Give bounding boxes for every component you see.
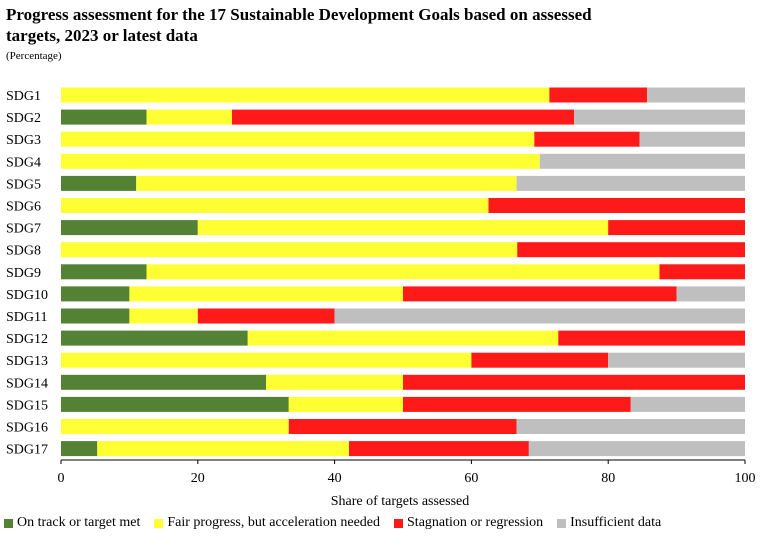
category-label-sdg13: SDG13 <box>6 354 48 369</box>
bar-sdg17-series-1 <box>97 441 349 457</box>
category-label-sdg16: SDG16 <box>6 421 48 436</box>
bar-sdg4-series-3 <box>539 153 745 169</box>
bar-sdg12-series-2 <box>558 330 745 346</box>
bar-sdg11-series-1 <box>129 308 198 324</box>
bar-sdg14-series-2 <box>403 374 745 390</box>
legend-label-stagnation: Stagnation or regression <box>407 515 544 530</box>
legend-swatch-on-track <box>4 518 13 528</box>
bar-sdg1-series-3 <box>647 87 745 103</box>
chart-subtitle: (Percentage) <box>6 50 62 62</box>
category-label-sdg6: SDG6 <box>6 200 41 215</box>
bar-sdg15-series-3 <box>630 396 745 412</box>
legend-label-fair-progress: Fair progress, but acceleration needed <box>167 515 381 530</box>
category-label-sdg10: SDG10 <box>6 288 48 303</box>
category-label-sdg2: SDG2 <box>6 111 41 126</box>
bar-sdg15-series-2 <box>403 396 631 412</box>
category-label-sdg4: SDG4 <box>6 155 41 170</box>
bar-sdg11-series-3 <box>334 308 745 324</box>
bar-sdg10-series-1 <box>129 286 403 302</box>
category-label-sdg15: SDG15 <box>6 398 48 413</box>
legend-item-insufficient-data: Insufficient data <box>557 515 661 531</box>
stacked-bar-chart: SDG1 SDG2 SDG3 SDG4 SDG5 SDG6 SDG7 SDG8 SDG9 SDG1… <box>6 87 756 509</box>
bar-sdg2-series-1 <box>146 109 232 125</box>
bar-sdg11-series-2 <box>197 308 335 324</box>
bar-sdg14-series-0 <box>61 374 267 390</box>
category-label-sdg1: SDG1 <box>6 89 41 104</box>
x-axis: 0 20 40 60 80 100 <box>58 459 756 486</box>
bar-sdg5-series-3 <box>516 175 745 191</box>
bars-group <box>61 87 745 457</box>
x-tick-label-0: 0 <box>58 471 65 486</box>
bar-sdg12-series-1 <box>247 330 559 346</box>
bar-sdg5-series-1 <box>136 175 517 191</box>
bar-sdg15-series-1 <box>288 396 403 412</box>
bar-sdg16-series-3 <box>516 419 745 434</box>
bar-sdg2-series-0 <box>61 109 147 125</box>
legend-label-insufficient-data: Insufficient data <box>570 515 662 530</box>
legend-swatch-fair-progress <box>154 518 164 528</box>
bar-sdg13-series-2 <box>471 352 609 368</box>
bar-sdg16-series-1 <box>61 419 289 434</box>
x-tick-label-60: 60 <box>464 471 478 486</box>
bar-sdg4-series-1 <box>61 153 540 169</box>
bar-sdg3-series-1 <box>61 131 535 147</box>
category-label-sdg3: SDG3 <box>6 133 41 148</box>
bar-sdg2-series-3 <box>574 109 745 125</box>
category-label-sdg14: SDG14 <box>6 376 48 391</box>
legend-swatch-insufficient-data <box>557 518 567 528</box>
bar-sdg17-series-3 <box>528 441 745 457</box>
bar-sdg6-series-2 <box>488 198 745 213</box>
category-label-sdg17: SDG17 <box>6 443 48 458</box>
bar-sdg13-series-3 <box>608 352 745 368</box>
category-label-sdg5: SDG5 <box>6 177 41 192</box>
bar-sdg15-series-0 <box>61 396 289 412</box>
bar-sdg6-series-1 <box>61 198 489 213</box>
bar-sdg17-series-0 <box>61 441 98 457</box>
bar-sdg13-series-1 <box>61 352 472 368</box>
x-axis-label: Share of targets assessed <box>331 494 470 509</box>
bar-sdg16-series-2 <box>288 419 517 434</box>
legend-swatch-stagnation <box>394 518 404 528</box>
bar-sdg14-series-1 <box>266 374 403 390</box>
bar-sdg9-series-0 <box>61 264 147 280</box>
chart-title: Progress assessment for the 17 Sustainab… <box>6 5 592 45</box>
bar-sdg5-series-0 <box>61 175 137 191</box>
category-label-sdg9: SDG9 <box>6 266 41 281</box>
bar-sdg10-series-0 <box>61 286 130 302</box>
x-tick-label-100: 100 <box>735 471 756 486</box>
bar-sdg9-series-2 <box>659 264 745 280</box>
legend-item-stagnation: Stagnation or regression <box>394 515 543 531</box>
bar-sdg1-series-2 <box>549 87 648 103</box>
category-label-sdg7: SDG7 <box>6 222 41 237</box>
bar-sdg7-series-2 <box>608 220 745 236</box>
category-labels-group: SDG1 SDG2 SDG3 SDG4 SDG5 SDG6 SDG7 SDG8 SDG9 SDG1… <box>6 89 48 458</box>
bar-sdg1-series-1 <box>61 87 550 103</box>
bar-sdg8-series-2 <box>517 242 745 258</box>
category-label-sdg12: SDG12 <box>6 332 48 347</box>
bar-sdg7-series-0 <box>61 220 198 236</box>
x-tick-label-20: 20 <box>191 471 205 486</box>
bar-sdg7-series-1 <box>197 220 609 236</box>
bar-sdg12-series-0 <box>61 330 248 346</box>
legend-label-on-track: On track or target met <box>17 515 141 530</box>
x-tick-label-40: 40 <box>328 471 342 486</box>
legend-item-on-track: On track or target met <box>4 515 140 531</box>
bar-sdg3-series-3 <box>639 131 745 147</box>
category-label-sdg11: SDG11 <box>6 310 48 325</box>
bar-sdg3-series-2 <box>534 131 640 147</box>
category-label-sdg8: SDG8 <box>6 244 41 259</box>
bar-sdg9-series-1 <box>146 264 660 280</box>
bar-sdg2-series-2 <box>232 109 574 125</box>
bar-sdg17-series-2 <box>348 441 529 457</box>
bar-sdg10-series-3 <box>676 286 745 302</box>
bar-sdg8-series-1 <box>61 242 518 258</box>
legend: On track or target met Fair progress, bu… <box>4 515 661 531</box>
bar-sdg10-series-2 <box>403 286 677 302</box>
bar-sdg11-series-0 <box>61 308 130 324</box>
legend-item-fair-progress: Fair progress, but acceleration needed <box>154 515 380 531</box>
x-tick-label-80: 80 <box>601 471 615 486</box>
